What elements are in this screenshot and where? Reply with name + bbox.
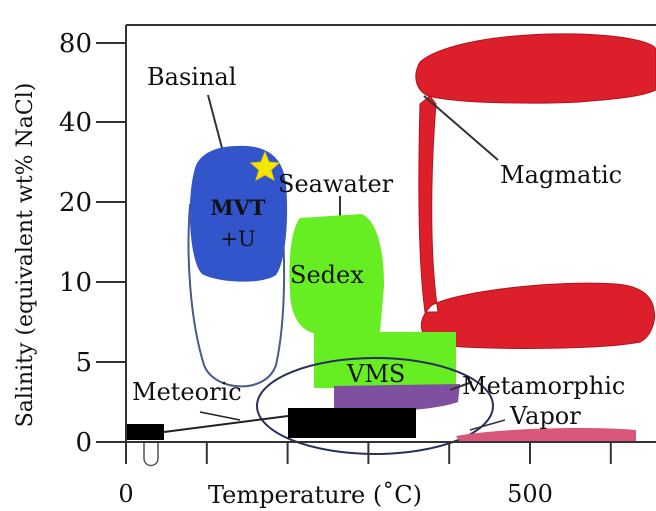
label-seawater: Seawater [278, 170, 394, 198]
leader-basinal [207, 94, 223, 149]
label-meteoric: Meteoric [132, 378, 242, 406]
label-basinal: Basinal [147, 63, 236, 91]
leader-magmatic [423, 95, 499, 161]
x-ticks: 0 500 [118, 442, 612, 508]
mixing-line [163, 415, 289, 433]
label-mvt-line1: MVT [210, 195, 266, 220]
label-mvt-line2: +U [220, 227, 255, 251]
leader-metamorphic [449, 381, 473, 391]
x-tick-label: 500 [507, 480, 553, 508]
y-tick-label: 10 [59, 268, 92, 298]
field-mvt [189, 145, 288, 282]
envelope-outline [256, 357, 494, 455]
x-tick-label: 0 [118, 480, 133, 508]
field-metamorphic [334, 384, 460, 412]
label-vapor: Vapor [509, 402, 581, 430]
y-tick-label: 40 [59, 108, 92, 138]
field-magmatic [415, 33, 656, 349]
field-sedex [289, 214, 384, 334]
y-tick-label: 80 [59, 29, 92, 59]
label-vms: VMS [346, 360, 405, 388]
marker-seawater [249, 150, 281, 182]
field-basin-mixing [126, 424, 164, 440]
y-tick-label: 5 [75, 348, 92, 378]
x-axis-title: Temperature (˚C) [208, 481, 422, 509]
leader-meteoric [199, 411, 241, 421]
field-meteoric [288, 408, 416, 438]
label-sedex: Sedex [290, 261, 364, 289]
leader-vapor [469, 419, 506, 431]
label-magmatic: Magmatic [500, 161, 622, 189]
y-ticks: 0 5 10 20 40 80 [59, 29, 126, 458]
y-axis-title: Salinity (equivalent wt% NaCl) [13, 83, 38, 428]
u-outline [143, 441, 159, 467]
field-vapor [456, 428, 636, 442]
y-tick-label: 0 [75, 428, 92, 458]
label-metamorphic: Metamorphic [462, 372, 625, 400]
y-tick-label: 20 [59, 188, 92, 218]
